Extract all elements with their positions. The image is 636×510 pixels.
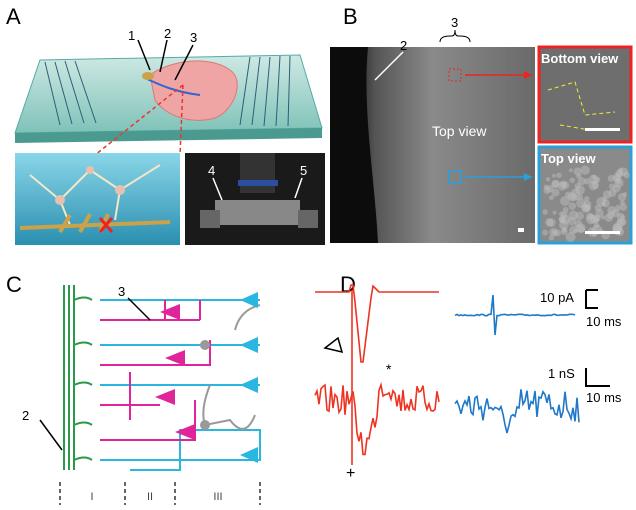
scale-label: 1 nS: [548, 366, 575, 381]
texture: [547, 218, 556, 227]
marker: 3: [118, 284, 125, 299]
panel-label: A: [6, 4, 21, 29]
texture: [542, 230, 548, 236]
texture: [580, 165, 589, 174]
marker: 2: [22, 408, 29, 423]
traces: [315, 285, 579, 465]
mark: *: [386, 361, 392, 377]
texture: [613, 223, 623, 233]
inset-label: Top view: [541, 151, 597, 166]
texture: [562, 181, 570, 189]
scale-label: 10 ms: [586, 314, 622, 329]
texture: [592, 182, 599, 189]
texture: [549, 228, 558, 237]
texture: [568, 202, 576, 210]
chip-illustration: [15, 55, 322, 143]
texture: [594, 223, 599, 228]
marker: 5: [300, 163, 307, 178]
trace: [455, 389, 579, 433]
scale-label: 10 pA: [540, 290, 574, 305]
marker: 3: [451, 15, 458, 30]
texture: [607, 206, 616, 215]
panel-label: C: [6, 272, 22, 297]
neuron-inset: [15, 153, 180, 245]
layer-label: III: [213, 491, 222, 503]
texture: [574, 220, 582, 228]
texture: [608, 189, 616, 197]
texture: [620, 215, 625, 220]
texture: [615, 170, 623, 178]
scale-label: 10 ms: [586, 390, 622, 405]
texture: [576, 198, 586, 208]
texture: [544, 187, 551, 194]
texture: [605, 214, 613, 222]
texture: [542, 209, 547, 214]
cell-bodies: [155, 292, 258, 463]
panel-label: B: [343, 4, 358, 29]
texture: [561, 212, 568, 219]
texture: [552, 174, 556, 178]
texture: [546, 177, 550, 181]
texture: [573, 167, 581, 175]
marker: 3: [190, 30, 197, 45]
texture: [623, 192, 627, 196]
marker: 1: [128, 28, 135, 43]
texture: [601, 202, 605, 206]
texture: [569, 168, 573, 172]
texture: [616, 179, 621, 184]
texture: [549, 195, 554, 200]
texture: [556, 172, 562, 178]
texture: [578, 194, 583, 199]
texture: [553, 211, 557, 215]
marker: 4: [208, 163, 215, 178]
inset-label: Bottom view: [541, 51, 619, 66]
layer-label: I: [90, 491, 93, 503]
mark: +: [346, 465, 355, 482]
texture: [570, 194, 577, 201]
marker: 2: [400, 38, 407, 53]
texture: [560, 196, 570, 206]
layer-label: II: [147, 491, 153, 503]
texture: [620, 203, 628, 211]
texture: [569, 177, 575, 183]
texture: [569, 226, 577, 234]
texture: [623, 172, 629, 178]
texture: [559, 220, 569, 230]
figure: A 1 2 3 4 5 B 2 3 Top view Bottom view T…: [0, 0, 636, 510]
marker: 2: [164, 26, 171, 41]
texture: [551, 188, 559, 196]
texture: [593, 215, 600, 222]
texture: [592, 175, 596, 179]
trace: [315, 385, 439, 454]
texture: [575, 211, 584, 220]
image-label: Top view: [432, 123, 487, 139]
